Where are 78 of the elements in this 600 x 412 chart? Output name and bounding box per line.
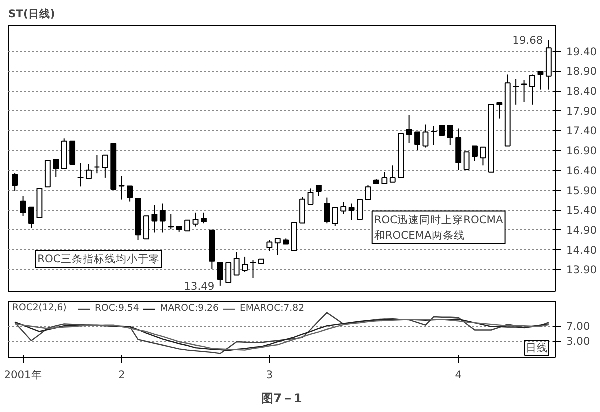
candlestick [300,196,306,224]
caption: 图7－1 [262,392,302,406]
candlestick [447,125,454,146]
x-tick-label: 3 [266,368,274,382]
candlestick [382,172,388,184]
candlestick [406,114,412,144]
candlestick [201,212,207,224]
y-tick-label: 14.90 [566,224,598,237]
y-tick-label: 18.90 [566,65,598,78]
candlestick [20,196,26,217]
legend-label: EMAROC:7.82 [240,303,305,314]
candlestick [234,252,240,276]
candlestick [422,124,429,148]
y-tick-label: 7.00 [566,320,590,334]
candlestick [53,159,60,178]
candlestick [530,74,536,106]
candlestick [332,207,338,227]
legend-label: MAROC:9.26 [160,303,219,314]
y-tick-label: 15.40 [566,204,598,218]
candlestick [414,132,420,152]
candlestick [324,197,330,224]
candlestick [464,152,470,170]
candlestick [538,71,544,90]
line-series [14,312,550,354]
y-tick-label: 16.40 [566,164,598,178]
chart-title: ST(日线) [8,8,56,20]
candlestick [127,186,134,202]
candlestick [274,238,281,256]
candlestick [348,203,355,221]
candlestick [94,154,100,174]
legend-title: ROC2(12,6) [12,302,67,314]
y-tick-label: 17.90 [566,104,598,118]
candlestick [12,172,18,192]
y-tick-label: 16.90 [566,144,598,158]
candlestick [266,240,273,252]
legend-label: ROC:9.54 [95,303,140,314]
candlestick [439,125,446,136]
annotation: 日线 [526,342,548,354]
candlestick [340,202,347,215]
candlestick [496,102,503,120]
y-tick-label: 18.40 [566,85,598,98]
y-tick-label: 15.90 [566,184,598,198]
candlestick [102,154,108,178]
y-tick-label: 13.90 [566,264,598,277]
candlestick [86,164,92,180]
annotation: ROC迅速同时上穿ROCMA 和ROCEMA两条线 [374,213,504,242]
candlestick [184,220,191,232]
candlestick [78,162,84,188]
y-tick-label: 3.00 [566,335,590,348]
y-tick-label: 17.40 [566,124,598,138]
x-tick-label: 2 [118,368,126,382]
y-tick-label: 14.40 [566,244,598,257]
candlestick [365,184,372,200]
candlestick [160,203,166,234]
candlestick [152,204,158,234]
annotation: 19.68 [512,34,544,48]
candlestick [226,262,232,284]
x-tick-label: 2001年 [4,368,42,382]
candlestick [70,140,76,165]
annotation: 13.49 [184,280,215,293]
candlestick [144,216,150,240]
candlestick [250,260,256,278]
candlestick [118,176,125,200]
y-tick-label: 19.40 [566,45,598,58]
candlestick [192,212,199,228]
candlestick [242,256,248,273]
candlestick [513,78,520,106]
annotation: ROC三条指标线均小于零 [38,252,160,266]
candlestick [316,184,322,197]
candlestick [308,188,314,206]
candlestick [28,206,34,228]
candlestick [357,199,363,220]
candlestick [472,146,478,162]
x-tick-label: 4 [455,368,462,382]
candlestick [217,262,224,286]
candlestick [430,126,437,146]
candlestick [390,165,396,183]
candlestick [480,146,486,166]
